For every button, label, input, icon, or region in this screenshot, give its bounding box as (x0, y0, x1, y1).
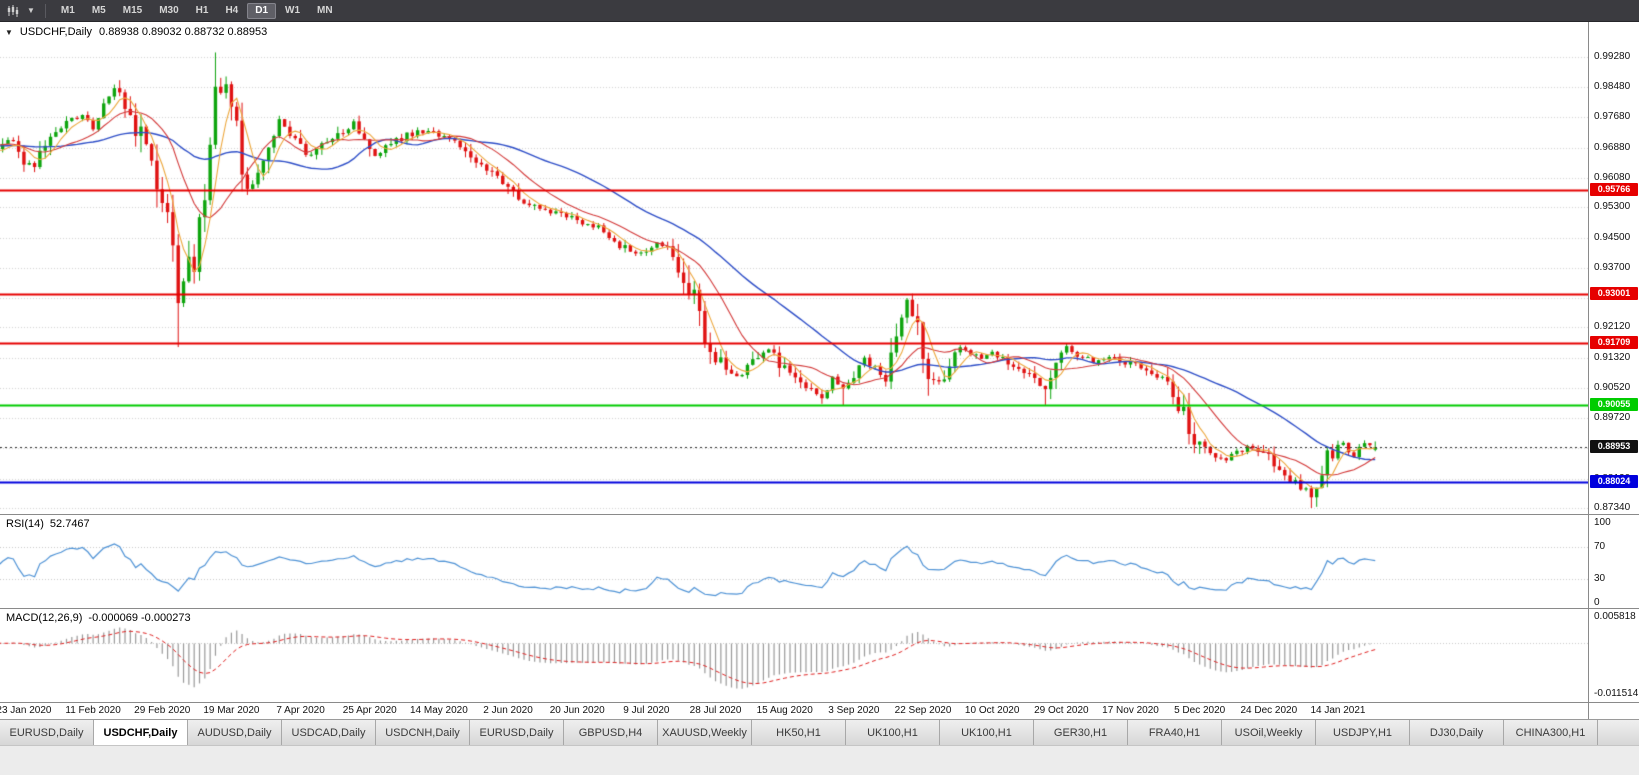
price-line-badge: 0.91709 (1590, 335, 1638, 349)
time-axis-label: 20 Jun 2020 (549, 705, 605, 716)
timeframe-button-m15[interactable]: M15 (122, 4, 143, 16)
price-axis-label: 0.94500 (1594, 231, 1631, 243)
rsi-panel-separator[interactable] (0, 514, 1639, 515)
chart-tab-16[interactable]: CHINA300,H1 (1504, 720, 1598, 745)
time-axis-label: 5 Dec 2020 (1174, 705, 1226, 716)
toolbar-separator (44, 3, 46, 18)
price-axis-label: 0.98480 (1594, 81, 1631, 93)
price-line-badge: 0.95766 (1590, 182, 1638, 196)
chart-title: ▼ USDCHF,Daily 0.88938 0.89032 0.88732 0… (5, 26, 267, 38)
chart-tab-12[interactable]: FRA40,H1 (1128, 720, 1222, 745)
timeframe-button-m5[interactable]: M5 (91, 4, 106, 16)
chart-tab-1[interactable]: USDCHF,Daily (94, 720, 188, 745)
time-axis[interactable]: 23 Jan 2020 11 Feb 2020 29 Feb 2020 19 Mar … (0, 703, 1588, 719)
chart-tab-13[interactable]: USOil,Weekly (1222, 720, 1316, 745)
time-axis-label: 29 Feb 2020 (134, 705, 191, 716)
price-axis-label: 0.005818 (1594, 611, 1636, 622)
timeframe-button-m1[interactable]: M1 (60, 4, 75, 16)
rsi-indicator-value: 52.7467 (49, 518, 90, 530)
time-axis-label: 14 Jan 2021 (1310, 705, 1366, 716)
time-axis-label: 17 Nov 2020 (1102, 705, 1159, 716)
timeframe-button-mn[interactable]: MN (317, 4, 333, 16)
chart-tab-2[interactable]: AUDUSD,Daily (188, 720, 282, 745)
price-line-badge: 0.88953 (1590, 440, 1638, 454)
time-axis-label: 24 Dec 2020 (1240, 705, 1298, 716)
chart-tab-14[interactable]: USDJPY,H1 (1316, 720, 1410, 745)
macd-panel-separator[interactable] (0, 608, 1639, 609)
price-axis-label: 0.93700 (1594, 261, 1631, 273)
price-axis-label: -0.011514 (1594, 688, 1639, 699)
price-axis-label: 0.96880 (1594, 141, 1631, 153)
timeframe-button-w1[interactable]: W1 (285, 4, 301, 16)
timeframe-button-h1[interactable]: H1 (195, 4, 209, 16)
rsi-indicator-canvas[interactable] (0, 515, 1588, 608)
dropdown-caret-icon[interactable]: ▼ (27, 6, 35, 15)
chart-tab-17[interactable]: U (1598, 720, 1639, 745)
price-line-badge: 0.88024 (1590, 475, 1638, 489)
chart-tab-0[interactable]: EURUSD,Daily (0, 720, 94, 745)
time-axis-label: 3 Sep 2020 (828, 705, 880, 716)
time-axis-label: 7 Apr 2020 (276, 705, 325, 716)
timeframe-button-m30[interactable]: M30 (159, 4, 179, 16)
macd-indicator-canvas[interactable] (0, 609, 1588, 702)
chart-window: ▼ USDCHF,Daily 0.88938 0.89032 0.88732 0… (0, 22, 1639, 719)
price-axis[interactable]: 0.99280 0.98480 0.97680 0.96880 0.96080 0.953… (1588, 22, 1639, 719)
price-axis-label: 0.87340 (1594, 502, 1631, 513)
time-axis-label: 10 Oct 2020 (964, 705, 1020, 716)
macd-indicator-name: MACD(12,26,9) (6, 612, 83, 624)
chart-tab-6[interactable]: GBPUSD,H4 (564, 720, 658, 745)
chart-tab-9[interactable]: UK100,H1 (846, 720, 940, 745)
price-axis-label: 30 (1594, 573, 1606, 584)
rsi-label: RSI(14) 52.7467 (6, 518, 96, 530)
price-line-badge: 0.90055 (1590, 398, 1638, 412)
time-axis-separator (0, 702, 1639, 703)
price-axis-label: 0.90520 (1594, 381, 1631, 393)
time-axis-label: 11 Feb 2020 (65, 705, 121, 716)
rsi-indicator-name: RSI(14) (6, 518, 44, 530)
timeframe-toolbar: ▼ M1 M5 M15 M30 H1 H4 D1 W1 MN (0, 0, 1639, 22)
timeframe-button-d1[interactable]: D1 (247, 2, 277, 19)
chart-tab-15[interactable]: DJ30,Daily (1410, 720, 1504, 745)
price-axis-label: 0.99280 (1594, 51, 1631, 62)
price-axis-label: 0.96080 (1594, 171, 1631, 183)
chart-tab-5[interactable]: EURUSD,Daily (470, 720, 564, 745)
price-axis-label: 0.95300 (1594, 201, 1631, 213)
price-axis-label: 0 (1594, 597, 1600, 608)
price-axis-label: 70 (1594, 541, 1606, 552)
chart-tab-11[interactable]: GER30,H1 (1034, 720, 1128, 745)
time-axis-label: 19 Mar 2020 (203, 705, 260, 716)
time-axis-label: 29 Oct 2020 (1034, 705, 1089, 716)
status-bar (0, 745, 1639, 775)
price-axis-label: 0.92120 (1594, 321, 1631, 333)
macd-indicator-value: -0.000069 -0.000273 (88, 612, 191, 624)
chart-ohlc-values: 0.88938 0.89032 0.88732 0.88953 (99, 26, 268, 38)
chart-menu-caret-icon[interactable]: ▼ (5, 27, 13, 37)
chart-tab-bar: EURUSD,Daily USDCHF,Daily AUDUSD,Daily USDC… (0, 719, 1639, 745)
chart-tab-10[interactable]: UK100,H1 (940, 720, 1034, 745)
chart-tab-7[interactable]: XAUUSD,Weekly (658, 720, 752, 745)
time-axis-label: 14 May 2020 (409, 705, 468, 716)
macd-label: MACD(12,26,9) -0.000069 -0.000273 (6, 612, 197, 624)
candlestick-chart-icon[interactable] (4, 3, 22, 19)
price-axis-label: 100 (1594, 517, 1611, 528)
chart-symbol-label: USDCHF,Daily (19, 26, 93, 38)
time-axis-label: 23 Jan 2020 (0, 705, 52, 716)
time-axis-label: 2 Jun 2020 (483, 705, 533, 716)
price-axis-label: 0.97680 (1594, 111, 1631, 123)
time-axis-label: 9 Jul 2020 (623, 705, 670, 716)
time-axis-label: 25 Apr 2020 (342, 705, 397, 716)
timeframe-button-h4[interactable]: H4 (225, 4, 239, 16)
price-axis-label: 0.91320 (1594, 351, 1631, 363)
price-line-badge: 0.93001 (1590, 287, 1638, 301)
time-axis-label: 28 Jul 2020 (689, 705, 742, 716)
time-axis-label: 15 Aug 2020 (756, 705, 813, 716)
price-axis-label: 0.89720 (1594, 412, 1631, 424)
chart-tab-4[interactable]: USDCNH,Daily (376, 720, 470, 745)
timeframe-buttons: M1 M5 M15 M30 H1 H4 D1 W1 MN (53, 2, 341, 19)
time-axis-label: 22 Sep 2020 (894, 705, 952, 716)
price-chart-canvas[interactable] (0, 22, 1588, 514)
chart-tab-8[interactable]: HK50,H1 (752, 720, 846, 745)
chart-tab-3[interactable]: USDCAD,Daily (282, 720, 376, 745)
